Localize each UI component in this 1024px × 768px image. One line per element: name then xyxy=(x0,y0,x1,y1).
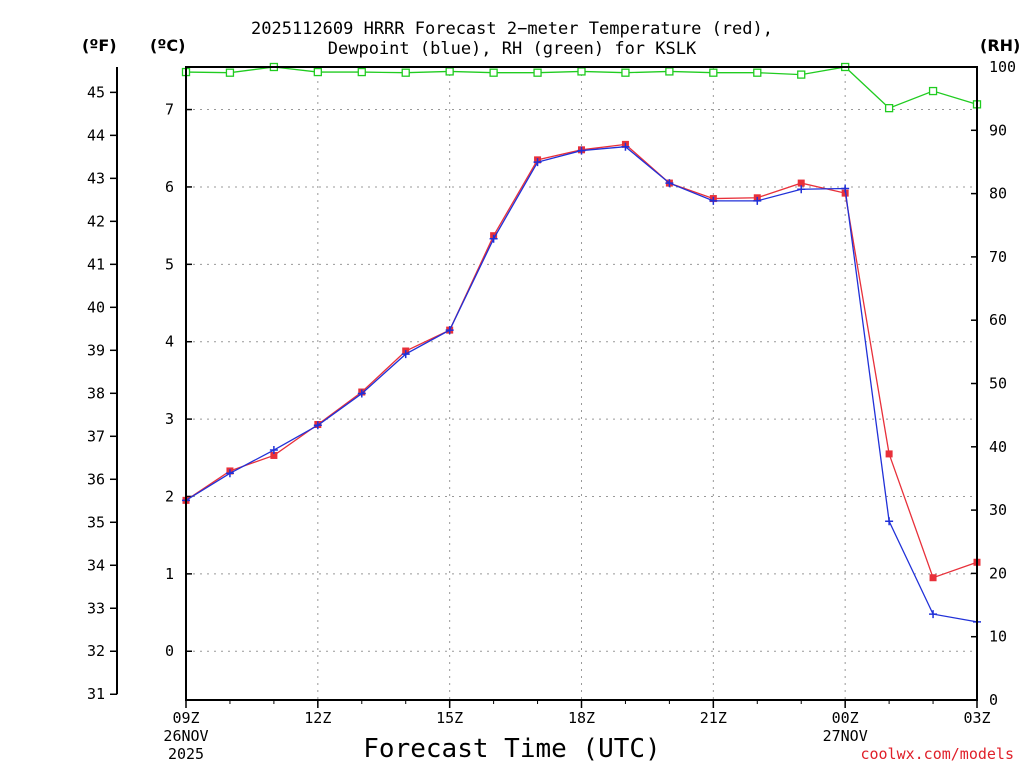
dewpoint-point xyxy=(577,146,586,155)
fahrenheit-axis-label: (ºF) xyxy=(82,36,117,55)
fahrenheit-tick-label: 36 xyxy=(87,470,105,488)
dewpoint-point xyxy=(313,421,322,430)
time-tick-label: 00Z xyxy=(832,709,859,727)
relative-humidity-point xyxy=(533,68,542,77)
relative-humidity-point xyxy=(753,68,762,77)
fahrenheit-tick-label: 39 xyxy=(87,341,105,359)
dewpoint-point xyxy=(357,389,366,398)
relative-humidity-point xyxy=(797,70,806,79)
fahrenheit-tick-label: 34 xyxy=(87,556,105,574)
relative-humidity-point xyxy=(401,68,410,77)
relative-humidity-point xyxy=(445,67,454,76)
dewpoint-point xyxy=(665,179,674,188)
temperature-point xyxy=(929,574,937,582)
date-tick-label: 26NOV xyxy=(163,727,208,745)
dewpoint-point xyxy=(621,142,630,151)
fahrenheit-tick-label: 40 xyxy=(87,298,105,316)
time-tick-label: 03Z xyxy=(963,709,990,727)
celsius-tick-label: 7 xyxy=(165,101,174,119)
time-tick-label: 09Z xyxy=(172,709,199,727)
relative-humidity-point xyxy=(577,67,586,76)
celsius-tick-label: 4 xyxy=(165,333,174,351)
time-tick-label: 21Z xyxy=(700,709,727,727)
dewpoint-point xyxy=(885,517,894,526)
dewpoint-point xyxy=(709,196,718,205)
celsius-tick-label: 0 xyxy=(165,642,174,660)
dewpoint-point xyxy=(841,184,850,193)
fahrenheit-tick-label: 43 xyxy=(87,169,105,187)
rh-tick-label: 10 xyxy=(989,628,1007,646)
fahrenheit-tick-label: 32 xyxy=(87,642,105,660)
rh-tick-label: 30 xyxy=(989,501,1007,519)
time-tick-label: 15Z xyxy=(436,709,463,727)
relative-humidity-point xyxy=(357,67,366,77)
dewpoint-point xyxy=(797,185,806,194)
fahrenheit-tick-label: 45 xyxy=(87,83,105,101)
rh-tick-label: 90 xyxy=(989,121,1007,139)
celsius-axis-label: (ºC) xyxy=(150,36,186,55)
celsius-tick-label: 3 xyxy=(165,410,174,428)
relative-humidity-point xyxy=(313,67,322,77)
year-tick-label: 2025 xyxy=(168,745,204,763)
credit-text: coolwx.com/models xyxy=(860,745,1014,763)
date-tick-label: 27NOV xyxy=(823,727,868,745)
fahrenheit-tick-label: 42 xyxy=(87,212,105,230)
fahrenheit-tick-label: 41 xyxy=(87,255,105,273)
fahrenheit-tick-label: 38 xyxy=(87,384,105,402)
celsius-tick-label: 6 xyxy=(165,178,174,196)
rh-tick-label: 40 xyxy=(989,438,1007,456)
rh-tick-label: 70 xyxy=(989,248,1007,266)
celsius-tick-label: 2 xyxy=(165,487,174,505)
x-axis-title: Forecast Time (UTC) xyxy=(363,734,661,764)
chart-title-line-1: 2025112609 HRRR Forecast 2−meter Tempera… xyxy=(251,19,773,39)
dewpoint-point xyxy=(753,196,762,205)
rh-tick-label: 80 xyxy=(989,185,1007,203)
time-tick-label: 12Z xyxy=(304,709,331,727)
relative-humidity-point xyxy=(884,103,894,113)
fahrenheit-tick-label: 44 xyxy=(87,126,105,144)
fahrenheit-tick-label: 31 xyxy=(87,685,105,703)
dewpoint-point xyxy=(445,326,454,335)
temperature-point xyxy=(270,451,278,459)
rh-axis-label: (RH) xyxy=(980,36,1021,55)
celsius-tick-label: 1 xyxy=(165,565,174,583)
temperature-point xyxy=(797,179,805,187)
dewpoint-point xyxy=(225,469,234,478)
dewpoint-point xyxy=(489,234,498,243)
relative-humidity-point xyxy=(225,68,235,77)
fahrenheit-tick-label: 37 xyxy=(87,427,105,445)
dewpoint-point xyxy=(269,446,278,455)
rh-tick-label: 20 xyxy=(989,564,1007,582)
time-tick-label: 18Z xyxy=(568,709,595,727)
dewpoint-point xyxy=(533,158,542,167)
dewpoint-point xyxy=(929,610,938,619)
relative-humidity-point xyxy=(928,86,938,96)
celsius-tick-label: 5 xyxy=(165,255,174,273)
relative-humidity-point xyxy=(709,68,718,77)
fahrenheit-tick-label: 33 xyxy=(87,599,105,617)
rh-tick-label: 60 xyxy=(989,311,1007,329)
chart-title-line-2: Dewpoint (blue), RH (green) for KSLK xyxy=(327,39,697,59)
rh-tick-label: 100 xyxy=(989,58,1016,76)
relative-humidity-point xyxy=(489,68,498,77)
plot-frame xyxy=(185,66,978,701)
fahrenheit-tick-label: 35 xyxy=(87,513,105,531)
relative-humidity-point xyxy=(621,68,630,77)
relative-humidity-point xyxy=(665,67,674,76)
rh-tick-label: 0 xyxy=(989,691,998,709)
rh-tick-label: 50 xyxy=(989,375,1007,393)
dewpoint-point xyxy=(401,350,410,359)
temperature-point xyxy=(885,450,893,458)
